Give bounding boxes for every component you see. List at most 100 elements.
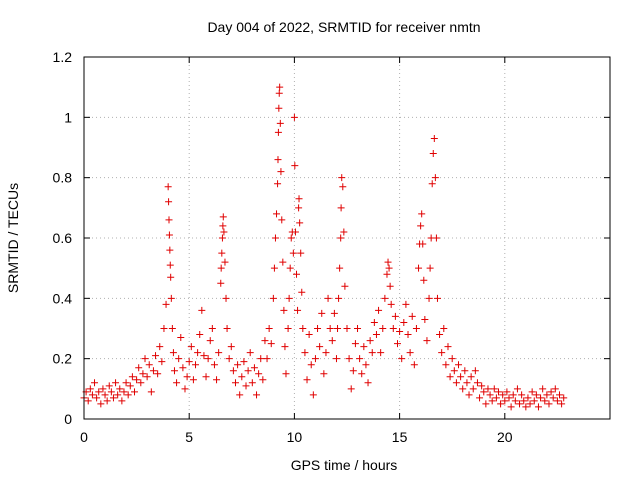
data-point (194, 349, 202, 357)
data-point (105, 382, 113, 390)
y-tick-label: 0.4 (53, 290, 73, 306)
data-point (516, 400, 524, 408)
data-point (175, 355, 183, 363)
data-point (295, 195, 303, 203)
y-tick-label: 0.2 (53, 351, 73, 367)
data-point (166, 261, 174, 269)
data-point (543, 391, 551, 399)
data-point (509, 391, 517, 399)
data-point (426, 264, 434, 272)
data-point (270, 264, 278, 272)
data-point (217, 264, 225, 272)
data-point (499, 391, 507, 399)
data-point (204, 355, 212, 363)
data-point (520, 397, 528, 405)
data-point (165, 231, 173, 239)
data-point (393, 340, 401, 348)
data-point (196, 331, 204, 339)
data-point (158, 358, 166, 366)
data-point (549, 394, 557, 402)
data-point (442, 361, 450, 369)
data-point (206, 337, 214, 345)
data-point (250, 364, 258, 372)
data-point (551, 385, 559, 393)
data-point (417, 222, 425, 230)
data-point (428, 180, 436, 188)
data-point (326, 325, 334, 332)
data-point (112, 379, 120, 387)
data-point (429, 150, 437, 158)
data-point (208, 325, 216, 332)
data-point (160, 325, 168, 332)
data-point (107, 388, 115, 396)
data-point (518, 391, 526, 399)
x-tick-label: 5 (185, 429, 193, 445)
data-point (480, 388, 488, 396)
data-point (285, 294, 293, 302)
data-point (471, 367, 479, 375)
data-point (463, 379, 471, 387)
chart-title: Day 004 of 2022, SRMTID for receiver nmt… (207, 19, 480, 35)
data-point (335, 294, 343, 302)
data-point (400, 318, 408, 326)
data-point (505, 394, 513, 402)
data-point (126, 382, 134, 390)
data-point (286, 264, 294, 272)
data-point (246, 349, 254, 357)
data-point (503, 388, 511, 396)
data-point (340, 228, 348, 236)
data-point (328, 337, 336, 345)
data-point (99, 385, 107, 393)
data-point (524, 394, 532, 402)
data-point (284, 325, 292, 332)
data-point (339, 183, 347, 191)
data-point (281, 343, 289, 351)
data-point (88, 391, 96, 399)
data-point (234, 361, 242, 369)
y-axis-label: SRMTID / TECUs (5, 183, 21, 293)
data-point (276, 119, 284, 127)
data-point (418, 210, 426, 218)
data-point (320, 370, 328, 378)
data-point (476, 394, 484, 402)
data-point (507, 403, 515, 411)
data-point (167, 273, 175, 281)
data-point (423, 337, 431, 345)
data-point (289, 249, 297, 257)
data-point (225, 355, 233, 363)
data-point (408, 312, 416, 320)
data-point (410, 361, 418, 369)
data-point (490, 385, 498, 393)
data-point (448, 355, 456, 363)
data-point (324, 294, 332, 302)
data-point (145, 361, 153, 369)
data-point (156, 343, 164, 351)
data-point (185, 358, 193, 366)
x-axis-label: GPS time / hours (291, 457, 398, 473)
data-point (467, 373, 475, 381)
data-point (135, 364, 143, 372)
data-point (275, 104, 283, 112)
data-point (345, 355, 353, 363)
data-point (356, 355, 364, 363)
data-point (141, 355, 149, 363)
data-point (202, 373, 210, 381)
data-point (457, 373, 465, 381)
data-point (478, 382, 486, 390)
data-point (385, 264, 393, 272)
data-point (276, 83, 284, 91)
data-point (223, 325, 231, 332)
y-tick-label: 1 (64, 109, 72, 125)
data-point (377, 349, 385, 357)
data-point (290, 113, 298, 121)
data-point (389, 325, 397, 332)
data-point (227, 343, 235, 351)
data-point (366, 337, 374, 345)
data-point (301, 349, 309, 357)
data-point (170, 367, 178, 375)
data-point (189, 376, 197, 384)
data-point (298, 288, 306, 296)
data-point (402, 300, 410, 308)
data-point (210, 361, 218, 369)
data-point (368, 349, 376, 357)
